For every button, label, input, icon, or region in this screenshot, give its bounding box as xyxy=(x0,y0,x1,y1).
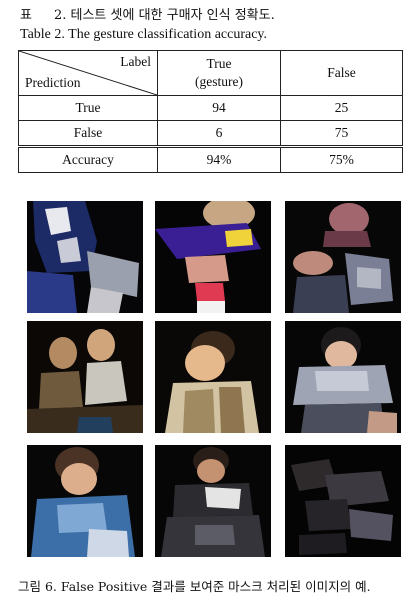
cell-true-value: 94 xyxy=(158,96,281,121)
header-true-gesture: True (gesture) xyxy=(158,51,281,96)
table-caption-korean-label: 표 xyxy=(20,8,32,23)
masked-image-6 xyxy=(285,321,401,433)
corner-label-text: Label xyxy=(120,54,151,70)
accuracy-false-value: 75% xyxy=(281,147,403,173)
header-true-line1: True xyxy=(206,56,231,71)
corner-prediction-text: Prediction xyxy=(25,75,81,91)
cell-false-value: 75 xyxy=(281,121,403,147)
masked-image-7 xyxy=(27,445,143,557)
cell-false-value: 25 xyxy=(281,96,403,121)
accuracy-true-value: 94% xyxy=(158,147,281,173)
masked-image-3 xyxy=(285,201,401,313)
row-label: True xyxy=(19,96,158,121)
table-caption-korean-number: 2. xyxy=(54,8,66,23)
masked-image-9 xyxy=(285,445,401,557)
accuracy-label: Accuracy xyxy=(19,147,158,173)
row-label: False xyxy=(19,121,158,147)
table-caption-korean-text: 테스트 셋에 대한 구매자 인식 정확도. xyxy=(71,8,275,23)
masked-image-1 xyxy=(27,201,143,313)
masked-image-8 xyxy=(155,445,271,557)
masked-image-2 xyxy=(155,201,271,313)
table-caption-english: Table 2. The gesture classification accu… xyxy=(20,27,267,43)
masked-image-4 xyxy=(27,321,143,433)
cell-true-value: 6 xyxy=(158,121,281,147)
accuracy-row: Accuracy 94% 75% xyxy=(19,147,403,173)
header-false: False xyxy=(281,51,403,96)
table-row: True 94 25 xyxy=(19,96,403,121)
table-row: False 6 75 xyxy=(19,121,403,147)
figure-caption: 그림 6. False Positive 결과를 보여준 마스크 처리된 이미지… xyxy=(18,576,371,595)
table-header-row: Label Prediction True (gesture) False xyxy=(19,51,403,96)
table-caption-korean: 표 2. 테스트 셋에 대한 구매자 인식 정확도. xyxy=(20,4,275,23)
table-corner-cell: Label Prediction xyxy=(19,51,158,96)
masked-image-5 xyxy=(155,321,271,433)
accuracy-table: Label Prediction True (gesture) False Tr… xyxy=(18,50,403,173)
header-true-line2: (gesture) xyxy=(195,74,243,89)
